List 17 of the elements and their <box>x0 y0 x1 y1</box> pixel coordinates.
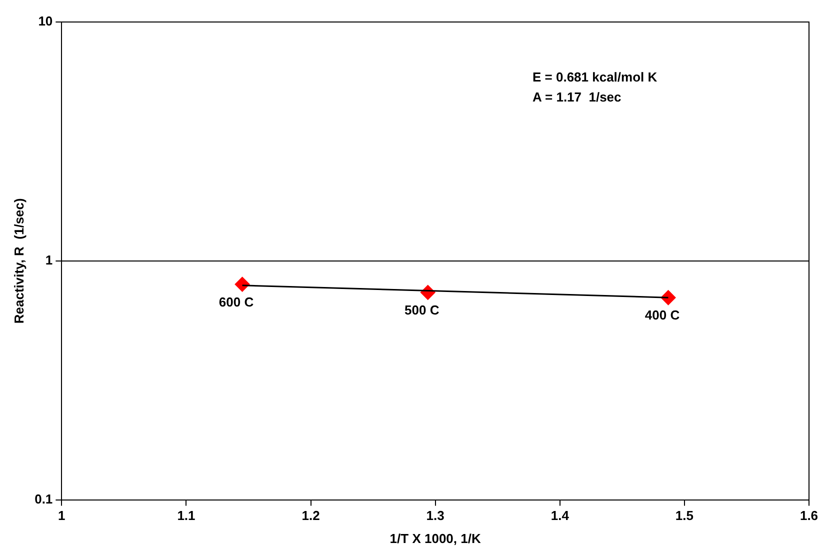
annotation: A = 1.17 1/sec <box>532 90 622 105</box>
annotation: 600 C <box>218 294 254 310</box>
x-tick-label: 1.1 <box>177 508 196 524</box>
x-tick-label: 1.5 <box>675 508 694 524</box>
annotation: 400 C <box>644 308 680 323</box>
y-tick-label: 0.1 <box>34 491 53 506</box>
x-tick-label: 1.3 <box>426 508 444 524</box>
annotation: 500 C <box>404 302 440 318</box>
x-tick-label: 1 <box>58 508 66 524</box>
y-tick-label: 10 <box>38 14 53 29</box>
y-tick-label: 1 <box>45 252 53 268</box>
x-tick-label: 1.4 <box>550 508 570 524</box>
x-tick-label: 1.2 <box>302 508 320 524</box>
x-tick-label: 1.6 <box>800 508 818 524</box>
annotation: E = 0.681 kcal/mol K <box>532 70 658 85</box>
x-axis-title: 1/T X 1000, 1/K <box>390 530 482 546</box>
y-axis-title: Reactivity, R (1/sec) <box>11 198 26 324</box>
